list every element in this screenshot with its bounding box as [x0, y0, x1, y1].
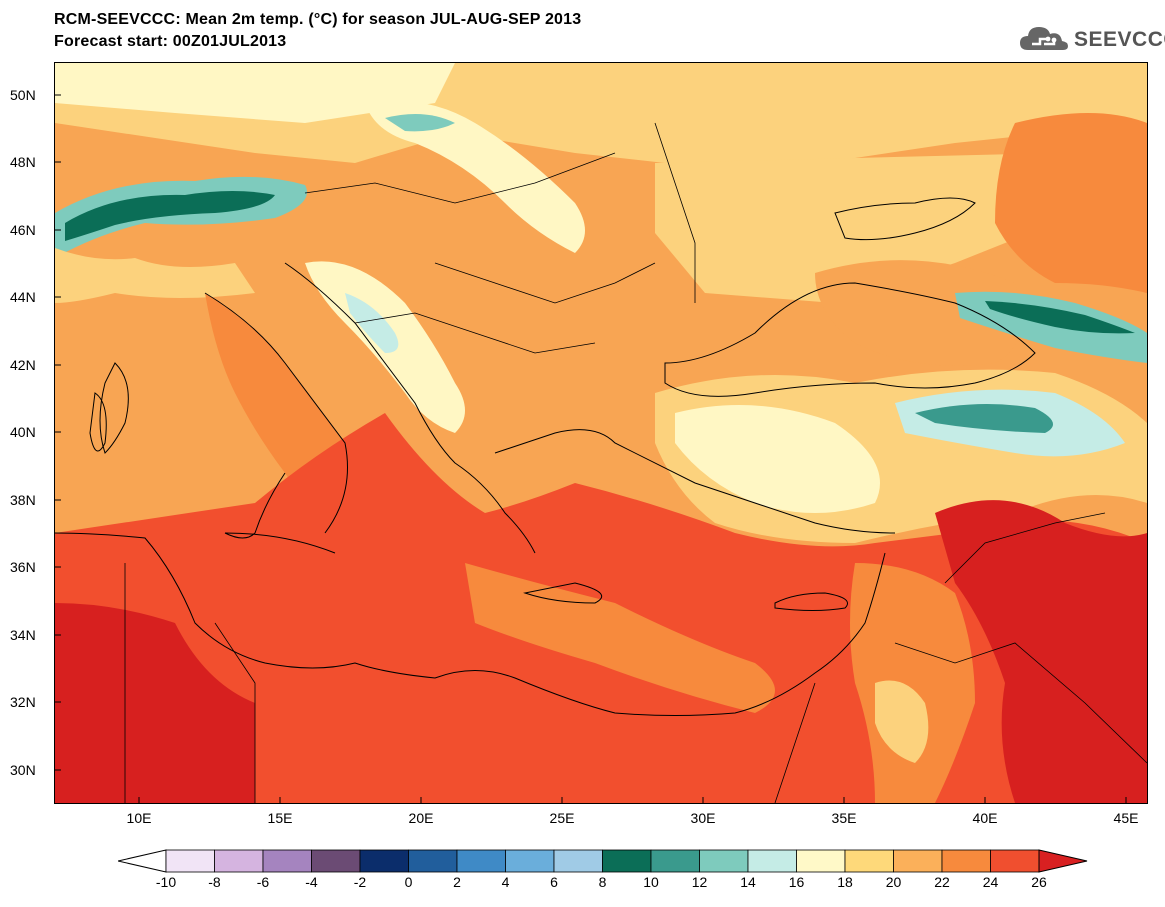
colorbar-cell [699, 849, 749, 873]
lon-label-25e: 25E [549, 810, 575, 826]
colorbar-cell [553, 849, 603, 873]
colorbar-cell [650, 849, 700, 873]
colorbar-cell [796, 849, 846, 873]
syria-iraq-hot [935, 500, 1147, 803]
colorbar-cell [359, 849, 409, 873]
lat-label-50n: 50N [10, 87, 36, 103]
lat-label-46n: 46N [10, 222, 36, 238]
coastlines [55, 197, 1036, 716]
colorbar-label: 10 [643, 874, 659, 890]
lat-label-38n: 38N [10, 492, 36, 508]
colorbar-label: 22 [934, 874, 950, 890]
colorbar-label: 2 [453, 874, 461, 890]
libya-hot [55, 603, 255, 803]
zone-black-sea-mild [655, 153, 1055, 303]
lon-label-15e: 15E [267, 810, 293, 826]
colorbar-right-arrow [1038, 849, 1088, 873]
zone-central-europe-cool [55, 63, 455, 123]
colorbar-label: 4 [501, 874, 510, 890]
chart-title: RCM-SEEVCCC: Mean 2m temp. (°C) for seas… [54, 11, 582, 28]
colorbar-cell [214, 849, 264, 873]
map-canvas [55, 63, 1147, 803]
colorbar-label: -4 [305, 874, 318, 890]
cloud-icon [1020, 27, 1068, 50]
colorbar-label: 20 [885, 874, 902, 890]
lon-label-30e: 30E [690, 810, 716, 826]
colorbar-label: -2 [353, 874, 367, 890]
east-anatolia-cold [915, 404, 1053, 433]
colorbar-cell [165, 849, 215, 873]
colorbar-cells [118, 849, 1088, 873]
colorbar-cell [747, 849, 797, 873]
colorbar-label: 14 [740, 874, 756, 890]
lat-label-32n: 32N [10, 694, 36, 710]
lat-label-34n: 34N [10, 627, 36, 643]
colorbar-label: 6 [550, 874, 558, 890]
black-sea-warm [815, 260, 1022, 366]
colorbar-label: 24 [982, 874, 999, 890]
lat-label-44n: 44N [10, 289, 36, 305]
seevccc-logo: SEEVCCC [1018, 22, 1165, 56]
colorbar-label: 12 [691, 874, 708, 890]
colorbar-cell [602, 849, 652, 873]
colorbar-cell [505, 849, 555, 873]
alps-foothills [55, 248, 255, 303]
colorbar-label: -8 [208, 874, 221, 890]
colorbar-label: -6 [256, 874, 270, 890]
colorbar-cell [408, 849, 458, 873]
lat-label-48n: 48N [10, 154, 36, 170]
colorbar-label: 8 [598, 874, 607, 890]
carpathians-cool [365, 100, 585, 253]
colorbar-left-arrow [118, 849, 167, 873]
colorbar-cell [893, 849, 943, 873]
colorbar-label: 18 [837, 874, 853, 890]
lat-label-40n: 40N [10, 424, 36, 440]
logo-text: SEEVCCC [1074, 28, 1165, 51]
lon-label-10e: 10E [126, 810, 152, 826]
country-borders [124, 122, 1147, 803]
lon-label-20e: 20E [408, 810, 434, 826]
forecast-start: Forecast start: 00Z01JUL2013 [54, 33, 287, 50]
colorbar-cell [941, 849, 991, 873]
east-russia-warm [995, 113, 1147, 293]
axis-ticks [55, 94, 1127, 803]
lat-label-36n: 36N [10, 559, 36, 575]
colorbar-label: 0 [404, 874, 413, 890]
colorbar-cell [311, 849, 361, 873]
colorbar-cell [262, 849, 312, 873]
colorbar-cell [456, 849, 506, 873]
caucasus-cold-core [985, 301, 1135, 334]
colorbar-cell [844, 849, 894, 873]
colorbar-cell [990, 849, 1040, 873]
colorbar-label: -10 [155, 874, 177, 890]
alps-cold-core [65, 191, 275, 241]
colorbar-label: 16 [788, 874, 805, 890]
jordan-plateau [875, 680, 929, 763]
colorbar-label: 26 [1031, 874, 1047, 890]
colorbar [118, 849, 1088, 873]
levant-jordan [850, 563, 975, 803]
lon-label-40e: 40E [972, 810, 998, 826]
anatolia-cool [675, 405, 880, 513]
lon-label-45e: 45E [1113, 810, 1139, 826]
lat-label-30n: 30N [10, 762, 36, 778]
tatra-cold [385, 114, 455, 132]
eastern-med-warm [465, 563, 775, 713]
temperature-map [54, 62, 1148, 804]
lat-label-42n: 42N [10, 357, 36, 373]
dinaric-cold [345, 293, 399, 353]
lon-label-35e: 35E [831, 810, 857, 826]
